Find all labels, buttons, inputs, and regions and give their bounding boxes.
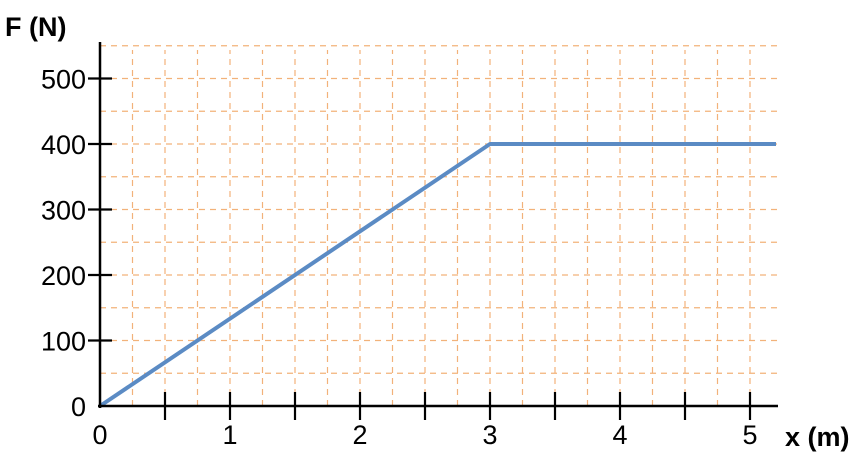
- ticks: [88, 77, 752, 420]
- y-axis-title: F (N): [5, 12, 66, 42]
- x-tick-label: 2: [352, 420, 367, 450]
- tick-labels: 0 1 2 3 4 5 0 100 200 300 400 500: [41, 65, 758, 451]
- axes: [98, 42, 778, 408]
- y-tick-label: 400: [41, 130, 86, 160]
- y-tick-label: 300: [41, 196, 86, 226]
- x-tick-label: 0: [92, 420, 107, 450]
- grid-lines: [100, 45, 778, 406]
- force-line-series: [98, 142, 776, 408]
- x-tick-label: 3: [482, 420, 497, 450]
- series-layer: [98, 142, 776, 408]
- x-tick-label: 4: [612, 420, 627, 450]
- y-tick-label: 500: [41, 65, 86, 95]
- y-tick-label: 200: [41, 261, 86, 291]
- y-tick-label: 100: [41, 327, 86, 357]
- y-tick-label: 0: [71, 392, 86, 422]
- x-axis-title: x (m): [785, 422, 850, 452]
- x-tick-label: 5: [742, 420, 757, 450]
- x-tick-label: 1: [222, 420, 237, 450]
